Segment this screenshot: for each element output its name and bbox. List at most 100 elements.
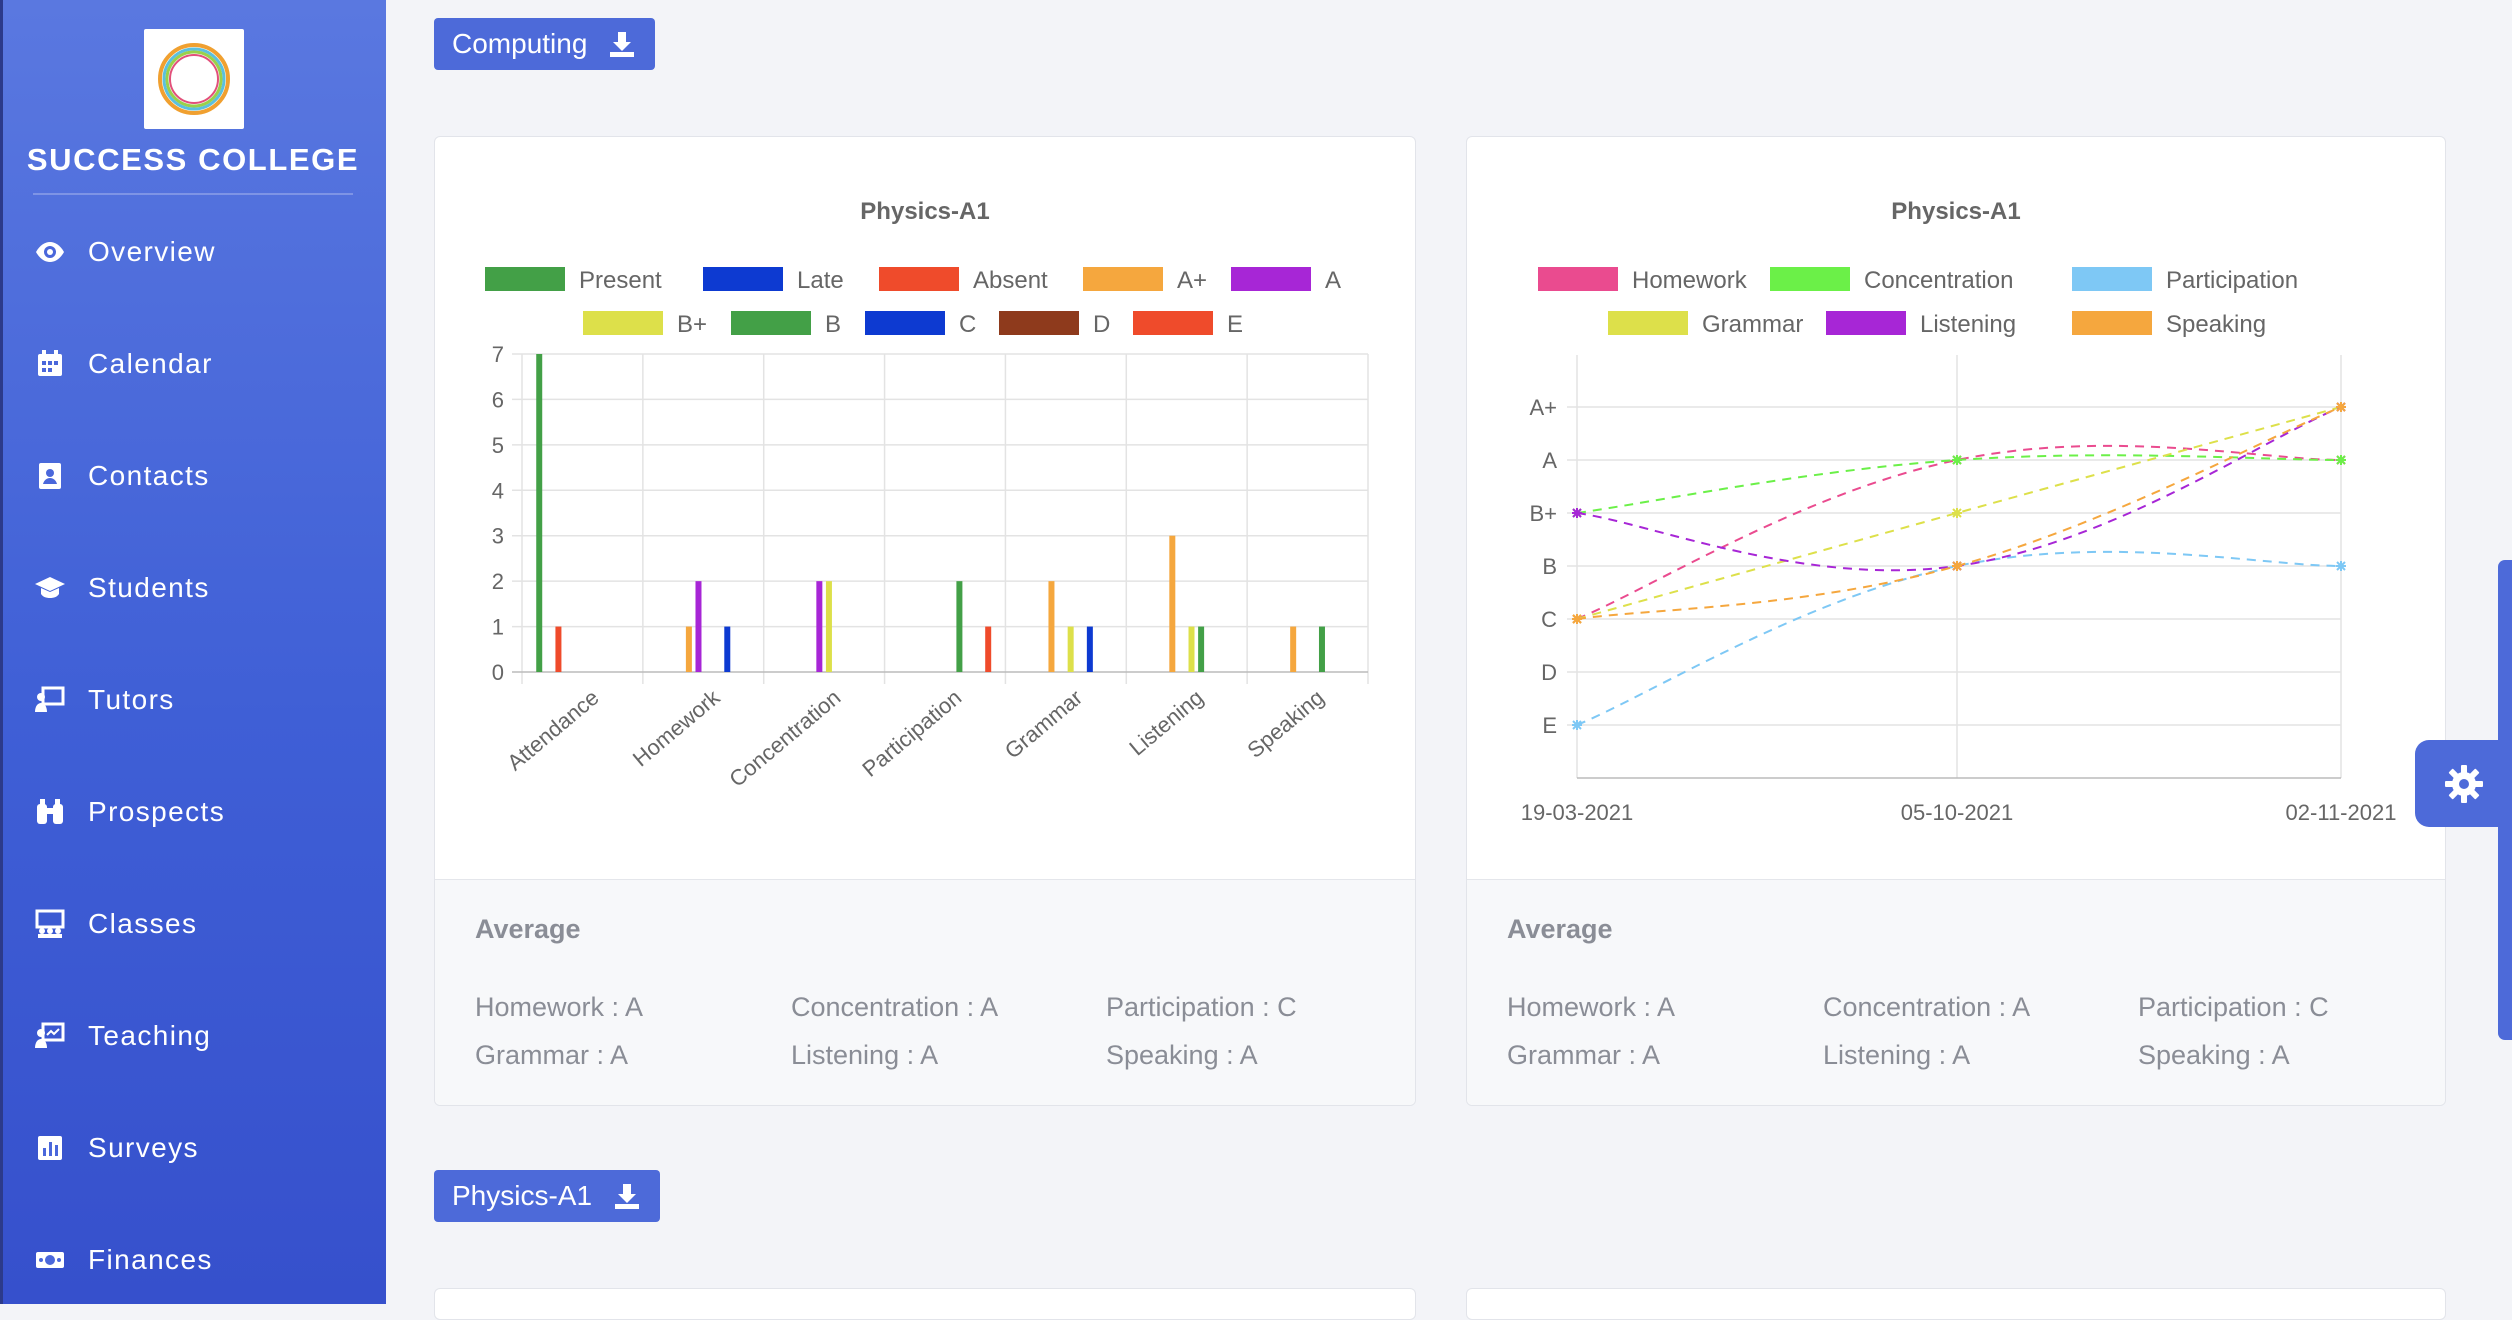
graduation-cap-icon — [34, 572, 66, 604]
average-item: Participation : C — [2138, 992, 2329, 1022]
legend-label: E — [1227, 311, 1243, 338]
teacher-board-icon — [34, 684, 66, 716]
average-item: Listening : A — [791, 1040, 939, 1070]
y-tick-label: 1 — [492, 615, 504, 640]
line-chart: Physics-A1 Homework Concentration Participa… — [1521, 198, 2397, 825]
bar — [685, 626, 692, 672]
x-tick-label: 05-10-2021 — [1901, 800, 2014, 825]
line-chart-card: Physics-A1 Homework Concentration Participa… — [1466, 136, 2446, 1106]
legend-swatch — [1608, 311, 1688, 335]
sidebar-item-label: Teaching — [88, 1020, 212, 1051]
x-tick-label: Speaking — [1242, 685, 1328, 763]
x-tick-label: Attendance — [502, 685, 603, 776]
x-tick-label: Listening — [1124, 685, 1208, 761]
logo-ring-icon — [158, 43, 230, 115]
bar — [724, 626, 731, 672]
x-tick-label: 02-11-2021 — [2286, 800, 2397, 825]
legend-label: Listening — [1920, 311, 2016, 338]
bar — [1048, 581, 1055, 672]
sidebar-item-contacts[interactable]: Contacts — [0, 446, 386, 506]
bar-chart: Physics-A1 Present Late Absent A+ A B+ B C D E 0 1 2 3… — [485, 198, 1369, 792]
data-point — [2336, 402, 2346, 412]
bar — [1198, 626, 1205, 672]
average-item: Concentration : A — [791, 992, 999, 1022]
series-line — [1576, 550, 2342, 726]
legend-swatch — [999, 311, 1079, 335]
bar-chart-card: Physics-A1 Present Late Absent A+ A B+ B C D E 0 1 2 3… — [434, 136, 1416, 1106]
average-panel: Average Homework : A Concentration : A P… — [1467, 879, 2445, 1105]
data-point — [1952, 455, 1962, 465]
bar — [1169, 535, 1176, 672]
y-tick-label: 5 — [492, 433, 504, 458]
y-tick-label: A — [1542, 448, 1557, 473]
legend-swatch — [2072, 311, 2152, 335]
legend-label: Late — [797, 267, 844, 294]
sidebar-item-finances[interactable]: Finances — [0, 1230, 386, 1290]
y-tick-label: 2 — [492, 569, 504, 594]
sidebar-item-classes[interactable]: Classes — [0, 894, 386, 954]
sidebar-item-prospects[interactable]: Prospects — [0, 782, 386, 842]
bar — [1188, 626, 1195, 672]
y-tick-label: B — [1542, 554, 1557, 579]
legend-swatch — [1083, 267, 1163, 291]
section-label: Computing — [452, 28, 588, 59]
legend-swatch — [583, 311, 663, 335]
average-item: Speaking : A — [2138, 1040, 2290, 1070]
series-line — [1576, 406, 2342, 620]
data-point — [2336, 455, 2346, 465]
series-line — [1576, 406, 2342, 572]
data-point — [1952, 508, 1962, 518]
next-chart-card — [1466, 1288, 2446, 1320]
chart-title: Physics-A1 — [860, 198, 989, 225]
data-point — [2336, 561, 2346, 571]
y-tick-label: E — [1542, 713, 1557, 738]
legend-swatch — [1826, 311, 1906, 335]
section-download-button-computing[interactable]: Computing — [434, 18, 656, 70]
sidebar-item-tutors[interactable]: Tutors — [0, 670, 386, 730]
legend-label: B+ — [677, 311, 707, 338]
legend-label: Homework — [1632, 267, 1748, 294]
sidebar-item-label: Tutors — [88, 684, 175, 715]
y-tick-label: D — [1541, 660, 1557, 685]
contact-book-icon — [34, 460, 66, 492]
bar — [1318, 626, 1325, 672]
download-icon — [610, 32, 635, 57]
data-point — [1952, 561, 1962, 571]
legend-label: C — [959, 311, 976, 338]
chart-title: Physics-A1 — [1891, 198, 2020, 225]
calendar-icon — [34, 348, 66, 380]
sidebar-item-students[interactable]: Students — [0, 558, 386, 618]
section-download-button-physics[interactable]: Physics-A1 — [434, 1170, 661, 1222]
x-tick-label: Participation — [857, 685, 966, 782]
settings-toggle-button[interactable] — [2415, 740, 2512, 827]
legend-label: Absent — [973, 267, 1048, 294]
legend-label: Participation — [2166, 267, 2298, 294]
legend-swatch — [703, 267, 783, 291]
average-item: Grammar : A — [475, 1040, 629, 1070]
sidebar-item-label: Students — [88, 572, 210, 603]
download-icon — [615, 1184, 640, 1209]
average-item: Speaking : A — [1106, 1040, 1258, 1070]
classroom-icon — [34, 908, 66, 940]
college-logo[interactable] — [144, 29, 244, 129]
legend-swatch — [1770, 267, 1850, 291]
sidebar-item-calendar[interactable]: Calendar — [0, 334, 386, 394]
bar — [1067, 626, 1074, 672]
sidebar-item-teaching[interactable]: Teaching — [0, 1006, 386, 1066]
brand-name: SUCCESS COLLEGE — [26, 142, 360, 177]
bar — [985, 626, 992, 672]
average-panel: Average Homework : A Concentration : A P… — [435, 879, 1415, 1105]
main-content: Computing Physics-A1 Present Late Absent A+ A… — [386, 0, 2512, 1320]
x-tick-label: Homework — [628, 684, 725, 771]
next-chart-card — [434, 1288, 1416, 1320]
legend-swatch — [1133, 311, 1213, 335]
legend-label: Concentration — [1864, 267, 2013, 294]
bar-chart-icon — [34, 1132, 66, 1164]
sidebar-item-surveys[interactable]: Surveys — [0, 1118, 386, 1178]
sidebar-item-label: Finances — [88, 1244, 213, 1275]
sidebar-item-label: Surveys — [88, 1132, 199, 1163]
sidebar-item-overview[interactable]: Overview — [0, 222, 386, 282]
bar — [695, 581, 702, 672]
legend-label: B — [825, 311, 841, 338]
bar — [555, 626, 562, 672]
